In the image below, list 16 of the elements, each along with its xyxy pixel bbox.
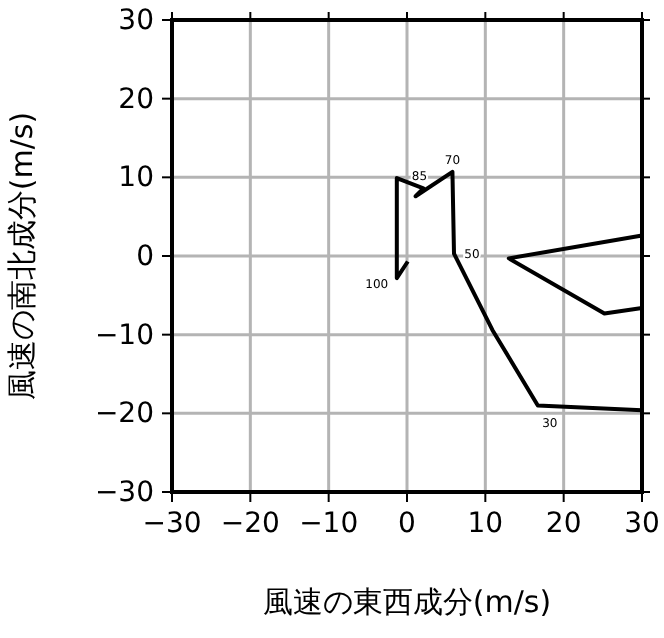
y-tick-label: 0 <box>136 240 154 273</box>
x-tick-label: 0 <box>398 507 416 540</box>
x-tick-label: 20 <box>545 507 582 540</box>
x-tick-label: 30 <box>624 507 660 540</box>
x-tick-label: −20 <box>220 507 280 540</box>
x-tick-label: 10 <box>467 507 504 540</box>
x-axis-title: 風速の東西成分(m/s) <box>262 584 552 620</box>
x-tick-label: −30 <box>142 507 202 540</box>
y-tick-label: −30 <box>94 476 154 509</box>
y-tick-label: 30 <box>118 4 154 37</box>
x-tick-label: −10 <box>299 507 359 540</box>
y-tick-label: −10 <box>94 319 154 352</box>
y-tick-label: 10 <box>118 162 154 195</box>
y-axis-title: 風速の南北成分(m/s) <box>4 111 40 401</box>
y-tick-label: 20 <box>118 83 154 116</box>
y-tick-label: −20 <box>94 398 154 431</box>
